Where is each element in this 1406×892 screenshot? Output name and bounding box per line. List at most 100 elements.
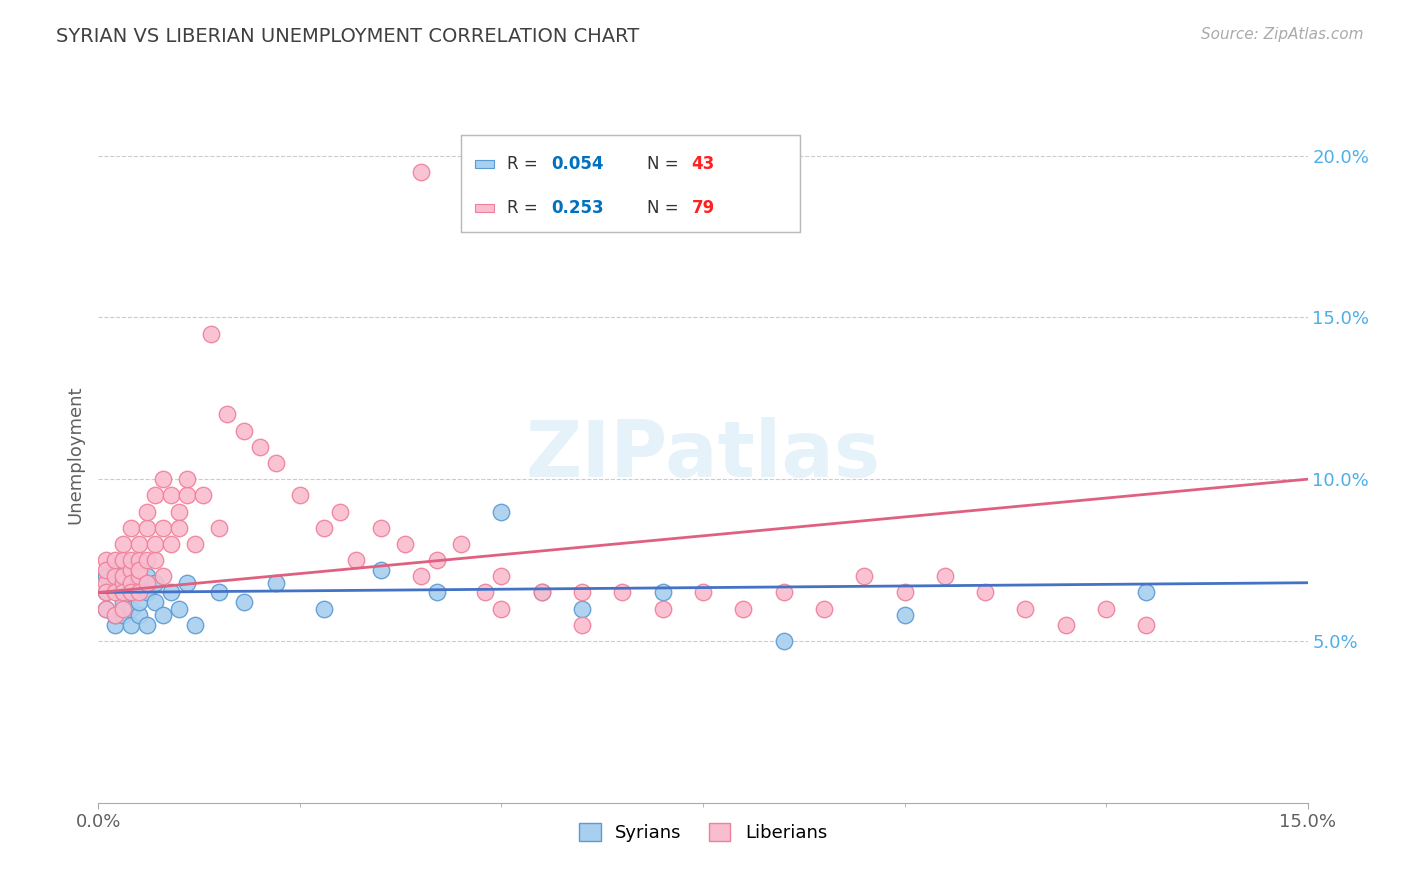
Point	[96, 553, 118, 567]
Point	[651, 601, 673, 615]
Point	[96, 563, 118, 577]
Point	[474, 585, 496, 599]
Point	[530, 585, 553, 599]
Point	[143, 595, 166, 609]
Point	[111, 601, 134, 615]
Point	[571, 617, 593, 632]
Point	[1014, 601, 1036, 615]
Text: SYRIAN VS LIBERIAN UNEMPLOYMENT CORRELATION CHART: SYRIAN VS LIBERIAN UNEMPLOYMENT CORRELAT…	[56, 27, 640, 45]
Point	[167, 504, 190, 518]
Point	[128, 553, 150, 567]
Point	[135, 617, 157, 632]
Point	[249, 440, 271, 454]
Point	[120, 585, 142, 599]
Point	[135, 521, 157, 535]
Point	[135, 585, 157, 599]
Point	[232, 595, 254, 609]
Point	[184, 537, 207, 551]
Point	[813, 601, 835, 615]
Point	[120, 563, 142, 577]
Point	[111, 575, 134, 590]
Point	[103, 553, 125, 567]
Point	[143, 553, 166, 567]
Point	[314, 521, 336, 535]
Point	[491, 504, 513, 518]
Point	[264, 456, 287, 470]
Point	[692, 585, 714, 599]
Point	[152, 569, 174, 583]
Point	[103, 608, 125, 623]
Point	[103, 575, 125, 590]
Point	[571, 585, 593, 599]
Point	[571, 601, 593, 615]
Point	[152, 521, 174, 535]
Point	[120, 575, 142, 590]
Point	[96, 575, 118, 590]
Point	[329, 504, 352, 518]
Point	[111, 569, 134, 583]
Point	[135, 569, 157, 583]
Point	[370, 563, 392, 577]
Point	[111, 575, 134, 590]
Point	[426, 585, 449, 599]
Point	[893, 585, 915, 599]
Y-axis label: Unemployment: Unemployment	[66, 385, 84, 524]
Point	[344, 553, 367, 567]
Point	[651, 585, 673, 599]
Point	[167, 601, 190, 615]
Point	[491, 601, 513, 615]
Point	[152, 472, 174, 486]
Point	[111, 537, 134, 551]
Point	[96, 585, 118, 599]
Point	[152, 608, 174, 623]
Point	[370, 521, 392, 535]
Point	[120, 563, 142, 577]
Point	[120, 601, 142, 615]
Point	[1054, 617, 1077, 632]
Point	[853, 569, 876, 583]
Point	[135, 553, 157, 567]
Point	[135, 504, 157, 518]
Point	[409, 569, 432, 583]
Point	[772, 634, 794, 648]
Point	[491, 569, 513, 583]
Point	[193, 488, 215, 502]
Point	[288, 488, 311, 502]
Point	[232, 424, 254, 438]
Point	[96, 585, 118, 599]
Point	[426, 553, 449, 567]
Point	[103, 617, 125, 632]
Point	[128, 563, 150, 577]
Point	[176, 575, 198, 590]
Point	[111, 585, 134, 599]
Point	[184, 617, 207, 632]
Point	[111, 569, 134, 583]
Point	[1095, 601, 1118, 615]
Point	[160, 585, 183, 599]
Point	[264, 575, 287, 590]
Point	[128, 608, 150, 623]
Point	[160, 488, 183, 502]
Point	[103, 608, 125, 623]
Point	[974, 585, 997, 599]
Point	[128, 569, 150, 583]
Point	[111, 585, 134, 599]
Point	[176, 472, 198, 486]
Point	[120, 585, 142, 599]
Point	[143, 575, 166, 590]
Point	[111, 595, 134, 609]
Point	[208, 585, 231, 599]
Point	[733, 601, 755, 615]
Text: Source: ZipAtlas.com: Source: ZipAtlas.com	[1201, 27, 1364, 42]
Point	[120, 553, 142, 567]
Point	[135, 575, 157, 590]
Point	[200, 326, 222, 341]
Point	[128, 595, 150, 609]
Point	[314, 601, 336, 615]
Point	[96, 569, 118, 583]
Point	[1135, 585, 1157, 599]
Point	[160, 537, 183, 551]
Point	[111, 608, 134, 623]
Point	[772, 585, 794, 599]
Point	[893, 608, 915, 623]
